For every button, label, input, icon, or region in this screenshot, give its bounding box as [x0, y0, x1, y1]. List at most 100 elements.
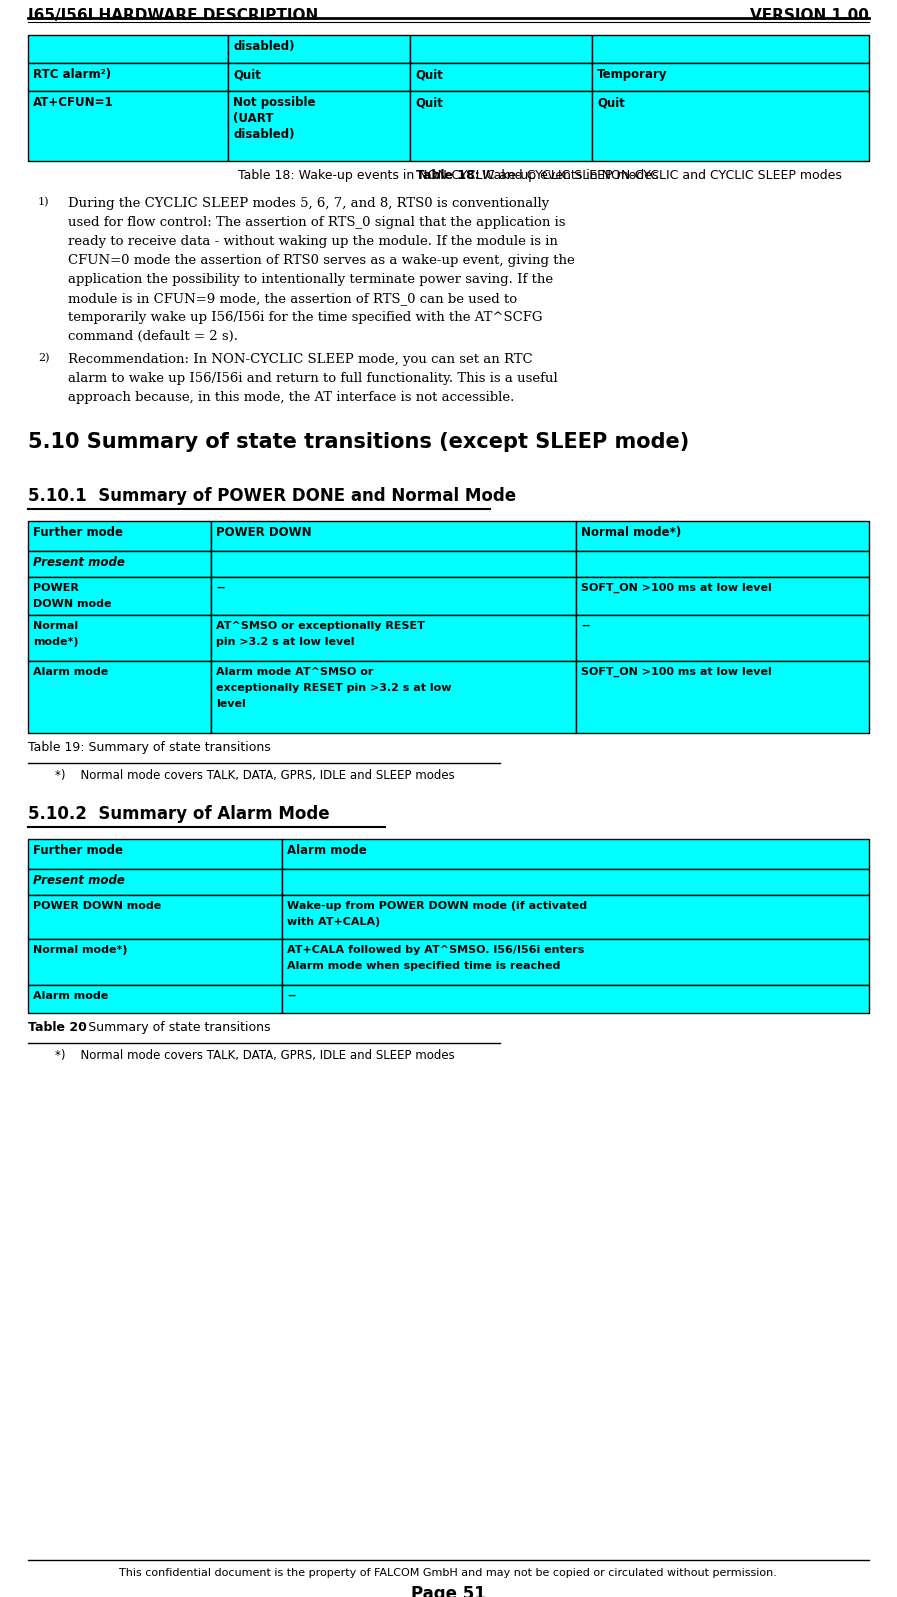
- Text: This confidential document is the property of FALCOM GmbH and may not be copied : This confidential document is the proper…: [119, 1568, 777, 1578]
- Bar: [28, 91, 228, 161]
- Bar: [282, 869, 869, 894]
- Text: RTC alarm²): RTC alarm²): [33, 69, 111, 81]
- Text: alarm to wake up I56/I56i and return to full functionality. This is a useful: alarm to wake up I56/I56i and return to …: [68, 372, 558, 385]
- Text: Further mode: Further mode: [33, 843, 123, 858]
- Bar: [576, 661, 869, 733]
- Text: Further mode: Further mode: [33, 525, 123, 540]
- Text: Alarm mode AT^SMSO or: Alarm mode AT^SMSO or: [216, 668, 373, 677]
- Bar: [576, 551, 869, 577]
- Text: --: --: [216, 583, 225, 592]
- Text: disabled): disabled): [233, 128, 294, 141]
- Bar: [28, 894, 282, 939]
- Text: Not possible: Not possible: [233, 96, 316, 109]
- Text: POWER: POWER: [33, 583, 79, 592]
- Bar: [282, 894, 869, 939]
- Text: Table 18: Wake-up events in NON-CYCLIC and CYCLIC SLEEP modes: Table 18: Wake-up events in NON-CYCLIC a…: [238, 169, 658, 182]
- Text: : Summary of state transitions: : Summary of state transitions: [80, 1020, 271, 1033]
- Text: with AT+CALA): with AT+CALA): [287, 917, 380, 926]
- Text: SOFT_ON >100 ms at low level: SOFT_ON >100 ms at low level: [581, 583, 771, 592]
- Text: level: level: [216, 699, 246, 709]
- Bar: [28, 615, 211, 661]
- Text: *)    Normal mode covers TALK, DATA, GPRS, IDLE and SLEEP modes: *) Normal mode covers TALK, DATA, GPRS, …: [55, 770, 455, 783]
- Text: 5.10.2  Summary of Alarm Mode: 5.10.2 Summary of Alarm Mode: [28, 805, 329, 822]
- Text: DOWN mode: DOWN mode: [33, 599, 111, 608]
- Text: --: --: [581, 621, 590, 631]
- Bar: [592, 91, 869, 161]
- Text: Alarm mode: Alarm mode: [33, 668, 109, 677]
- Bar: [576, 615, 869, 661]
- Text: Alarm mode: Alarm mode: [33, 992, 109, 1001]
- Bar: [228, 62, 410, 91]
- Text: Temporary: Temporary: [597, 69, 667, 81]
- Bar: [28, 838, 282, 869]
- Bar: [576, 521, 869, 551]
- Text: temporarily wake up I56/I56i for the time specified with the AT^SCFG: temporarily wake up I56/I56i for the tim…: [68, 311, 543, 324]
- Text: Alarm mode when specified time is reached: Alarm mode when specified time is reache…: [287, 961, 561, 971]
- Text: module is in CFUN=9 mode, the assertion of RTS_0 can be used to: module is in CFUN=9 mode, the assertion …: [68, 292, 518, 305]
- Text: Quit: Quit: [415, 96, 443, 109]
- Bar: [228, 35, 410, 62]
- Bar: [28, 939, 282, 985]
- Text: Recommendation: In NON-CYCLIC SLEEP mode, you can set an RTC: Recommendation: In NON-CYCLIC SLEEP mode…: [68, 353, 533, 366]
- Bar: [410, 35, 592, 62]
- Bar: [28, 521, 211, 551]
- Text: Table 19: Summary of state transitions: Table 19: Summary of state transitions: [28, 741, 271, 754]
- Bar: [28, 35, 228, 62]
- Text: AT^SMSO or exceptionally RESET: AT^SMSO or exceptionally RESET: [216, 621, 425, 631]
- Bar: [228, 91, 410, 161]
- Text: command (default = 2 s).: command (default = 2 s).: [68, 331, 238, 343]
- Bar: [28, 869, 282, 894]
- Text: VERSION 1.00: VERSION 1.00: [750, 8, 869, 22]
- Text: POWER DOWN mode: POWER DOWN mode: [33, 901, 161, 910]
- Bar: [211, 551, 576, 577]
- Bar: [282, 985, 869, 1012]
- Text: AT+CFUN=1: AT+CFUN=1: [33, 96, 114, 109]
- Text: Page 51: Page 51: [411, 1584, 485, 1597]
- Text: During the CYCLIC SLEEP modes 5, 6, 7, and 8, RTS0 is conventionally: During the CYCLIC SLEEP modes 5, 6, 7, a…: [68, 196, 549, 209]
- Text: disabled): disabled): [233, 40, 294, 53]
- Text: 5.10.1  Summary of POWER DONE and Normal Mode: 5.10.1 Summary of POWER DONE and Normal …: [28, 487, 516, 505]
- Bar: [592, 35, 869, 62]
- Text: AT+CALA followed by AT^SMSO. I56/I56i enters: AT+CALA followed by AT^SMSO. I56/I56i en…: [287, 945, 584, 955]
- Bar: [28, 661, 211, 733]
- Bar: [28, 985, 282, 1012]
- Text: Quit: Quit: [597, 96, 625, 109]
- Text: Wake-up events in NON-CYCLIC and CYCLIC SLEEP modes: Wake-up events in NON-CYCLIC and CYCLIC …: [478, 169, 842, 182]
- Text: (UART: (UART: [233, 112, 274, 125]
- Text: POWER DOWN: POWER DOWN: [216, 525, 311, 540]
- Bar: [28, 577, 211, 615]
- Bar: [211, 577, 576, 615]
- Text: exceptionally RESET pin >3.2 s at low: exceptionally RESET pin >3.2 s at low: [216, 684, 451, 693]
- Bar: [28, 62, 228, 91]
- Bar: [28, 551, 211, 577]
- Text: CFUN=0 mode the assertion of RTS0 serves as a wake-up event, giving the: CFUN=0 mode the assertion of RTS0 serves…: [68, 254, 575, 267]
- Bar: [282, 939, 869, 985]
- Text: SOFT_ON >100 ms at low level: SOFT_ON >100 ms at low level: [581, 668, 771, 677]
- Text: 2): 2): [38, 353, 49, 363]
- Text: 5.10 Summary of state transitions (except SLEEP mode): 5.10 Summary of state transitions (excep…: [28, 433, 689, 452]
- Text: 1): 1): [38, 196, 49, 208]
- Text: Normal: Normal: [33, 621, 78, 631]
- Text: Quit: Quit: [415, 69, 443, 81]
- Text: mode*): mode*): [33, 637, 79, 647]
- Text: approach because, in this mode, the AT interface is not accessible.: approach because, in this mode, the AT i…: [68, 391, 514, 404]
- Bar: [211, 615, 576, 661]
- Bar: [410, 62, 592, 91]
- Text: I65/I56I HARDWARE DESCRIPTION: I65/I56I HARDWARE DESCRIPTION: [28, 8, 318, 22]
- Text: Quit: Quit: [233, 69, 261, 81]
- Text: Wake-up from POWER DOWN mode (if activated: Wake-up from POWER DOWN mode (if activat…: [287, 901, 588, 910]
- Bar: [410, 91, 592, 161]
- Bar: [592, 62, 869, 91]
- Text: Present mode: Present mode: [33, 556, 125, 569]
- Text: ready to receive data - without waking up the module. If the module is in: ready to receive data - without waking u…: [68, 235, 558, 248]
- Text: Normal mode*): Normal mode*): [33, 945, 127, 955]
- Text: --: --: [287, 992, 296, 1001]
- Bar: [282, 838, 869, 869]
- Text: *)    Normal mode covers TALK, DATA, GPRS, IDLE and SLEEP modes: *) Normal mode covers TALK, DATA, GPRS, …: [55, 1049, 455, 1062]
- Text: Normal mode*): Normal mode*): [581, 525, 681, 540]
- Text: Alarm mode: Alarm mode: [287, 843, 367, 858]
- Text: used for flow control: The assertion of RTS_0 signal that the application is: used for flow control: The assertion of …: [68, 216, 565, 228]
- Text: pin >3.2 s at low level: pin >3.2 s at low level: [216, 637, 354, 647]
- Bar: [211, 661, 576, 733]
- Text: Present mode: Present mode: [33, 874, 125, 886]
